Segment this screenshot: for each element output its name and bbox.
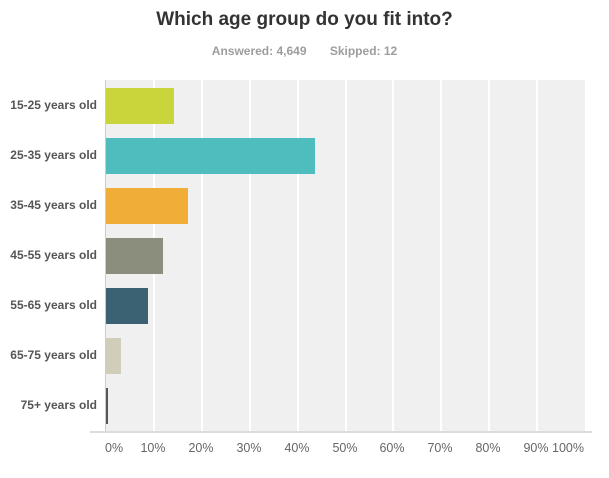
bar-25-35-years-old	[106, 138, 315, 174]
x-axis-tick-label: 10%	[140, 441, 166, 455]
gridline	[392, 80, 394, 431]
x-axis-tick-label: 0%	[105, 441, 124, 455]
chart-subtitle: Answered: 4,649 Skipped: 12	[0, 44, 609, 58]
x-axis-tick-label: 80%	[475, 441, 501, 455]
y-axis-label: 35-45 years old	[10, 198, 97, 212]
y-axis-label: 25-35 years old	[10, 148, 97, 162]
skipped-count: Skipped: 12	[329, 44, 398, 58]
y-axis-label: 65-75 years old	[10, 348, 97, 362]
x-axis-tick-label: 100%	[552, 441, 584, 455]
x-axis-tick-label: 30%	[236, 441, 262, 455]
bar-75+-years-old	[106, 388, 108, 424]
gridline	[345, 80, 347, 431]
bar-45-55-years-old	[106, 238, 163, 274]
gridline	[440, 80, 442, 431]
x-axis-line	[90, 431, 592, 433]
bar-35-45-years-old	[106, 188, 188, 224]
x-axis-tick-label: 20%	[188, 441, 214, 455]
plot-area	[105, 80, 585, 431]
gridline	[536, 80, 538, 431]
chart-title: Which age group do you fit into?	[156, 9, 453, 30]
bar-65-75-years-old	[106, 338, 121, 374]
gridline	[488, 80, 490, 431]
answered-count: Answered: 4,649	[211, 44, 307, 58]
x-axis-tick-label: 60%	[379, 441, 405, 455]
gridline	[297, 80, 299, 431]
y-axis-label: 45-55 years old	[10, 248, 97, 262]
y-axis-label: 15-25 years old	[10, 98, 97, 112]
x-axis-tick-label: 50%	[332, 441, 358, 455]
x-axis-tick-label: 70%	[427, 441, 453, 455]
gridline	[249, 80, 251, 431]
gridline	[201, 80, 203, 431]
y-axis-label: 75+ years old	[20, 398, 97, 412]
x-axis-tick-label: 90%	[523, 441, 549, 455]
bar-15-25-years-old	[106, 88, 174, 124]
x-axis-tick-label: 40%	[284, 441, 310, 455]
y-axis-labels: 15-25 years old 25-35 years old 35-45 year…	[0, 80, 97, 430]
y-axis-label: 55-65 years old	[10, 298, 97, 312]
bar-55-65-years-old	[106, 288, 148, 324]
